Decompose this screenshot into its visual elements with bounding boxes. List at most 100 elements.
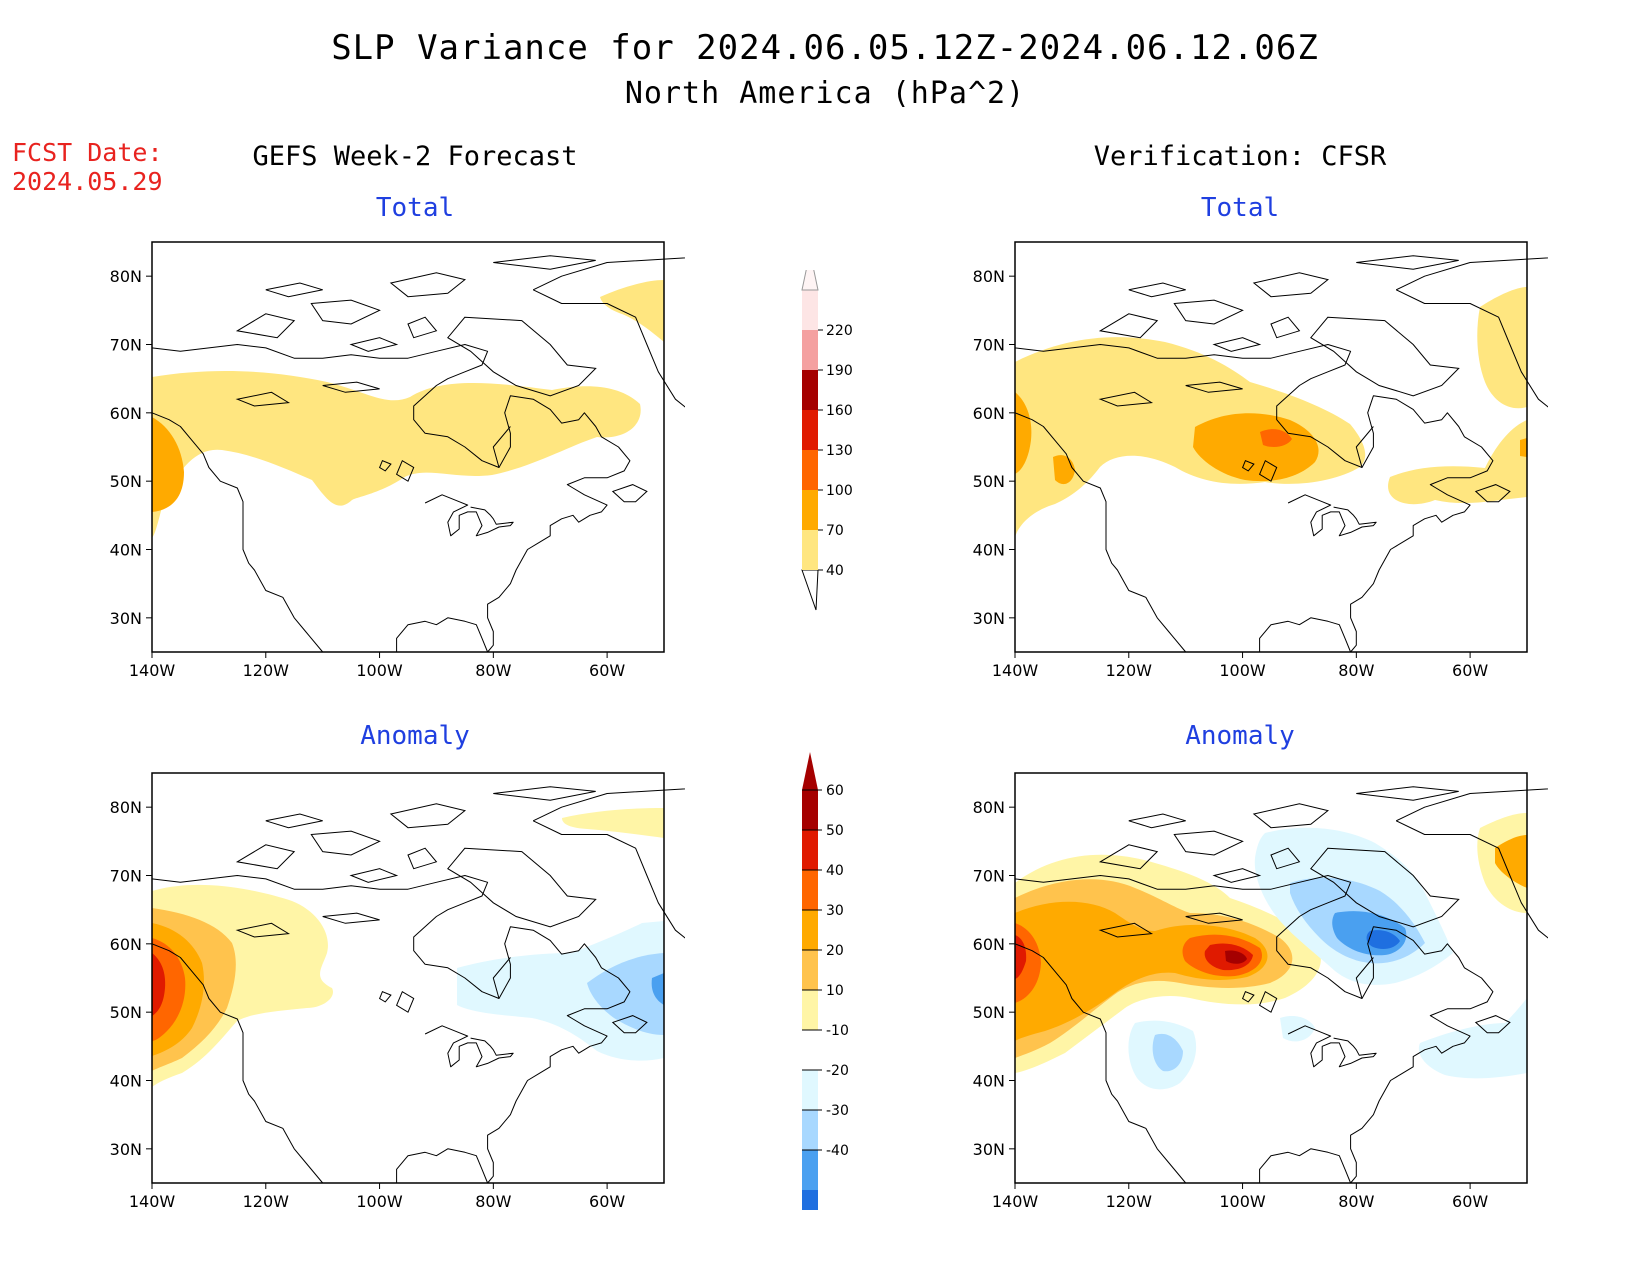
lon-tick-label: 120W <box>1106 661 1153 680</box>
lat-tick-label: 80N <box>973 267 1005 286</box>
lat-tick-label: 30N <box>110 1140 142 1159</box>
island-outline <box>493 255 596 270</box>
island-outline <box>1474 1015 1511 1034</box>
island-outline <box>1474 484 1511 503</box>
island-outline <box>407 316 438 339</box>
lon-tick-label: 120W <box>1106 1192 1153 1211</box>
coastline <box>1395 788 1548 822</box>
lon-tick-label: 80W <box>1338 661 1374 680</box>
island-outline <box>1310 847 1460 928</box>
coastline <box>1395 820 1548 939</box>
island-outline <box>235 391 291 407</box>
island-outline <box>389 272 467 298</box>
colorbar-box <box>802 1110 818 1150</box>
colorbar-tick-label: 100 <box>826 483 853 499</box>
contour-30-ne <box>1495 835 1527 888</box>
lat-tick-label: 40N <box>110 541 142 560</box>
lon-tick-label: 60W <box>1452 1192 1488 1211</box>
map-frame <box>151 241 665 653</box>
contour-70 <box>152 417 184 512</box>
colorbar-box <box>802 410 818 450</box>
island-outline <box>265 282 323 298</box>
coastline <box>1014 344 1494 653</box>
coastlines <box>151 255 685 653</box>
colorbar-top-arrow <box>801 270 819 291</box>
island-outline <box>611 1015 648 1034</box>
contour-60-main <box>1225 950 1247 964</box>
forecast-anomaly-title: Anomaly <box>360 721 470 751</box>
lat-tick-label: 50N <box>973 1003 1005 1022</box>
island-outline <box>1356 786 1459 801</box>
lon-tick-label: 140W <box>992 1192 1039 1211</box>
forecast-total-title: Total <box>375 193 455 223</box>
island-outline <box>1241 460 1255 472</box>
contour-40 <box>152 370 641 538</box>
island-outline <box>1241 991 1255 1003</box>
lat-tick-label: 70N <box>110 336 142 355</box>
main-title: SLP Variance for 2024.06.05.12Z-2024.06.… <box>331 28 1319 68</box>
colorbar-box <box>802 1150 818 1190</box>
contour-50-west <box>1015 935 1027 979</box>
contour-100-center <box>1260 429 1292 447</box>
lat-tick-label: 40N <box>110 1072 142 1091</box>
colorbar-tick-label: 20 <box>826 943 844 959</box>
verification-anomaly-title: Anomaly <box>1185 721 1295 751</box>
island-outline <box>395 459 415 482</box>
coastline <box>1395 289 1548 408</box>
contour-neg20 <box>587 953 664 1035</box>
coastline <box>151 412 324 653</box>
lat-tick-label: 60N <box>110 935 142 954</box>
lon-tick-label: 80W <box>475 1192 511 1211</box>
island-outline <box>1128 813 1186 829</box>
contour-40 <box>1015 337 1366 537</box>
coastline <box>1014 875 1494 1184</box>
lat-tick-label: 80N <box>110 798 142 817</box>
lat-tick-label: 70N <box>110 867 142 886</box>
coastline <box>1355 957 1374 999</box>
colorbar-box <box>802 370 818 410</box>
island-outline <box>1185 912 1243 924</box>
colorbar-box <box>802 290 818 330</box>
coastline <box>1014 943 1187 1184</box>
colorbar-tick-label: 160 <box>826 403 853 419</box>
lon-tick-label: 80W <box>475 661 511 680</box>
colorbar-tick-label: 50 <box>826 823 844 839</box>
fcst-date: FCST Date: 2024.05.29 <box>12 138 163 196</box>
contour-70-center <box>1193 413 1319 482</box>
island-outline <box>378 991 392 1003</box>
fcst-date-label: FCST Date: <box>12 138 163 167</box>
island-outline <box>1270 847 1301 870</box>
contour-neg10-east <box>1418 998 1527 1079</box>
colorbar-box <box>802 910 818 950</box>
lat-tick-label: 70N <box>973 336 1005 355</box>
colorbar-box <box>802 830 818 870</box>
forecast-anomaly-fields <box>152 808 664 1087</box>
colorbar-tick-label: 70 <box>826 523 844 539</box>
colorbar-tick-label: 220 <box>826 323 853 339</box>
island-outline <box>1252 803 1330 829</box>
island-outline <box>1356 255 1459 270</box>
lat-tick-label: 50N <box>110 472 142 491</box>
coastline <box>532 289 685 408</box>
island-outline <box>265 813 323 829</box>
island-outline <box>349 868 399 883</box>
lon-tick-label: 80W <box>1338 1192 1374 1211</box>
colorbar-box <box>802 790 818 830</box>
island-outline <box>1173 299 1244 325</box>
contour-10-ne <box>562 808 664 838</box>
lon-tick-label: 120W <box>243 1192 290 1211</box>
lon-tick-label: 140W <box>992 661 1039 680</box>
verification-anomaly-panel: 80N 70N 60N 50N 40N 30N 140W 120W 100W 80W 60W <box>973 772 1548 1211</box>
island-outline <box>1212 337 1262 352</box>
island-outline <box>235 922 291 938</box>
island-outline <box>389 803 467 829</box>
contour-40-ne <box>600 280 664 342</box>
colorbar-box <box>802 1190 818 1210</box>
coastline <box>424 1025 514 1068</box>
lon-tick-label: 100W <box>356 661 403 680</box>
lon-tick-label: 120W <box>243 661 290 680</box>
colorbar-tick-label: 60 <box>826 783 844 799</box>
coastline <box>1287 494 1377 537</box>
colorbar-box <box>802 330 818 370</box>
coastline <box>1395 257 1548 291</box>
